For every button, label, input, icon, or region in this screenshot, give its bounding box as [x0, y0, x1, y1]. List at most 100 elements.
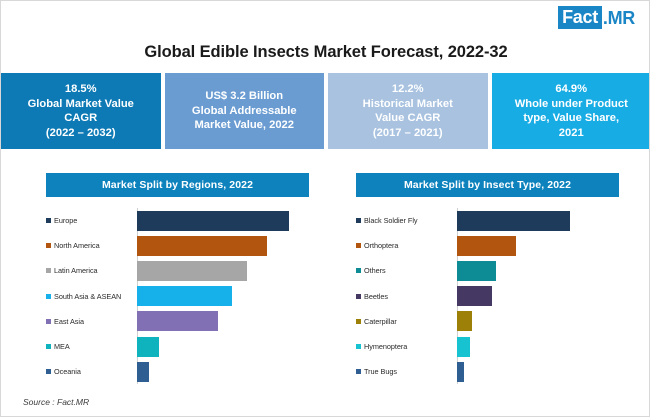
legend-swatch-icon	[356, 344, 361, 350]
legend-entry: Latin America	[46, 266, 137, 275]
chart-bar	[137, 336, 159, 357]
legend-swatch-icon	[46, 318, 51, 324]
legend-entry: Others	[356, 266, 457, 275]
legend-label: True Bugs	[364, 367, 397, 377]
legend-swatch-icon	[356, 218, 361, 224]
chart-bar-row: Orthoptera	[356, 233, 619, 258]
chart-bar-row: MEA	[46, 334, 309, 359]
chart-panel-regions: Market Split by Regions, 2022 Europe Nort…	[46, 173, 309, 384]
stat-line: Market Value, 2022	[194, 119, 294, 132]
stat-line: type, Value Share,	[523, 112, 620, 124]
chart-bar	[457, 336, 470, 357]
chart-rows-insect-type: Black Soldier Fly Orthoptera Others Beetles…	[356, 208, 619, 384]
stat-line: (2017 – 2021)	[372, 126, 443, 139]
legend-label: Beetles	[364, 291, 388, 301]
legend-entry: South Asia & ASEAN	[46, 292, 137, 301]
legend-entry: North America	[46, 241, 137, 250]
stat-box-row: 18.5% Global Market Value CAGR (2022 – 2032…	[1, 73, 649, 149]
stat-line: 2021	[558, 126, 584, 139]
legend-label: Oceania	[54, 367, 81, 377]
factmr-logo: Fact .MR	[558, 6, 635, 29]
chart-bar	[137, 210, 289, 231]
stat-line: Global Market Value	[27, 97, 134, 110]
legend-entry: Beetles	[356, 292, 457, 301]
chart-bar-row: Others	[356, 258, 619, 283]
chart-title-insect-type: Market Split by Insect Type, 2022	[356, 173, 619, 197]
bar-track	[137, 258, 309, 283]
legend-label: Caterpillar	[364, 316, 397, 326]
chart-bar	[457, 210, 570, 231]
chart-bar	[137, 260, 247, 281]
chart-bar	[457, 286, 492, 307]
source-note: Source : Fact.MR	[23, 397, 90, 407]
legend-entry: Caterpillar	[356, 317, 457, 326]
bar-track	[137, 208, 309, 233]
legend-swatch-icon	[46, 369, 51, 375]
chart-bar-row: Oceania	[46, 359, 309, 384]
bar-track	[137, 233, 309, 258]
legend-label: South Asia & ASEAN	[54, 291, 122, 301]
bar-track	[137, 284, 309, 309]
chart-bar	[457, 311, 472, 332]
legend-swatch-icon	[46, 268, 51, 274]
legend-swatch-icon	[356, 243, 361, 249]
bar-track	[457, 334, 619, 359]
legend-swatch-icon	[46, 293, 51, 299]
stat-line: Whole under Product	[514, 97, 628, 110]
stat-box-historical-market-value-cagr: 12.2% Historical Market Value CAGR (2017 – …	[328, 73, 488, 149]
chart-bar-row: North America	[46, 233, 309, 258]
stat-line: Value CAGR	[375, 112, 441, 124]
stat-line: Global Addressable	[191, 104, 297, 117]
bar-track	[137, 309, 309, 334]
chart-title-regions: Market Split by Regions, 2022	[46, 173, 309, 197]
legend-swatch-icon	[356, 268, 361, 274]
legend-swatch-icon	[356, 293, 361, 299]
stat-line: Historical Market	[362, 97, 453, 110]
chart-bar-row: Latin America	[46, 258, 309, 283]
chart-bar-row: Hymenoptera	[356, 334, 619, 359]
chart-bar-row: Europe	[46, 208, 309, 233]
legend-label: Others	[364, 266, 386, 276]
chart-bar-row: South Asia & ASEAN	[46, 284, 309, 309]
stat-box-whole-product-type-share: 64.9% Whole under Product type, Value Shar…	[491, 73, 649, 149]
legend-swatch-icon	[356, 369, 361, 375]
chart-rows-regions: Europe North America Latin America South As…	[46, 208, 309, 384]
legend-entry: Black Soldier Fly	[356, 216, 457, 225]
stat-line: 12.2%	[391, 83, 424, 95]
legend-label: Hymenoptera	[364, 342, 408, 352]
stat-box-addressable-market-value: US$ 3.2 Billion Global Addressable Market …	[164, 73, 324, 149]
logo-mark-text: Fact	[558, 6, 602, 29]
chart-bar	[137, 311, 218, 332]
legend-entry: Europe	[46, 216, 137, 225]
legend-label: Latin America	[54, 266, 98, 276]
chart-bar-row: Caterpillar	[356, 309, 619, 334]
chart-bar	[457, 235, 516, 256]
chart-plot-regions: Europe North America Latin America South As…	[46, 208, 309, 384]
stat-box-market-value-cagr: 18.5% Global Market Value CAGR (2022 – 2032…	[1, 73, 161, 149]
logo-suffix-text: .MR	[602, 7, 635, 28]
stat-line: US$ 3.2 Billion	[205, 90, 284, 103]
bar-track	[457, 208, 619, 233]
chart-bar-row: Black Soldier Fly	[356, 208, 619, 233]
bar-track	[457, 309, 619, 334]
chart-panel-insect-type: Market Split by Insect Type, 2022 Black …	[356, 173, 619, 384]
legend-entry: Oceania	[46, 367, 137, 376]
chart-bar-row: True Bugs	[356, 359, 619, 384]
stat-line: CAGR	[64, 112, 98, 124]
legend-label: MEA	[54, 342, 70, 352]
legend-entry: East Asia	[46, 317, 137, 326]
legend-entry: True Bugs	[356, 367, 457, 376]
page-title: Global Edible Insects Market Forecast, 2…	[144, 43, 508, 61]
legend-label: Orthoptera	[364, 241, 399, 251]
stat-line: (2022 – 2032)	[45, 126, 116, 139]
legend-entry: Orthoptera	[356, 241, 457, 250]
legend-swatch-icon	[46, 218, 51, 224]
bar-track	[457, 233, 619, 258]
legend-label: Europe	[54, 216, 78, 226]
bar-track	[137, 359, 309, 384]
stat-line: 64.9%	[555, 83, 588, 95]
stat-line: 18.5%	[64, 83, 97, 95]
legend-entry: MEA	[46, 342, 137, 351]
legend-swatch-icon	[356, 318, 361, 324]
